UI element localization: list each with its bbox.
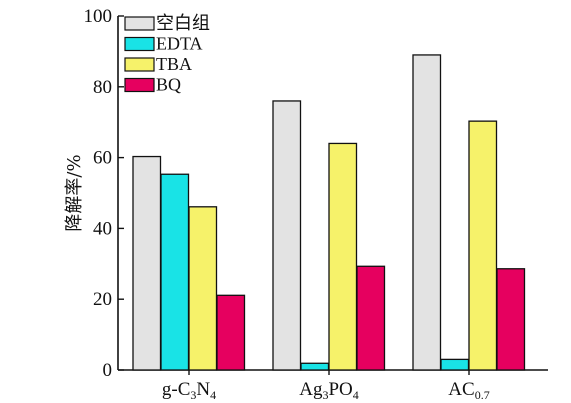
bar-TBA-1: [328, 142, 358, 371]
axes: 0 20 40 60 80 100: [84, 6, 548, 381]
bar-TBA-2: [468, 120, 498, 371]
x-category-label: Ag3PO4: [299, 379, 359, 402]
legend-swatch-BQ: [124, 77, 155, 93]
bar-EDTA-2: [440, 358, 470, 371]
x-category-label: AC0.7: [448, 379, 489, 402]
legend-swatch-空白组: [124, 16, 155, 31]
y-tick-label: 100: [84, 6, 113, 27]
bar-空白组-1: [272, 100, 302, 371]
y-tick-label: 0: [103, 360, 113, 381]
bar-空白组-0: [132, 155, 162, 371]
bar-空白组-2: [412, 54, 442, 371]
x-category-labels: g-C3N4 Ag3PO4 AC0.7: [162, 379, 490, 402]
legend-label-BQ: BQ: [156, 75, 181, 95]
bar-BQ-1: [356, 265, 386, 371]
bar-BQ-0: [216, 294, 246, 371]
bar-EDTA-0: [160, 173, 190, 371]
y-tick-label: 40: [93, 218, 112, 239]
legend-swatch-TBA: [124, 57, 155, 72]
legend-label-TBA: TBA: [156, 54, 192, 74]
legend-label-空白组: 空白组: [156, 13, 210, 33]
y-axis-label: 降解率/%: [64, 154, 85, 231]
y-tick-label: 80: [93, 77, 112, 98]
y-tick-label: 20: [93, 289, 112, 310]
bars: [132, 54, 526, 371]
bar-TBA-0: [188, 206, 218, 371]
bar-BQ-2: [496, 268, 526, 371]
legend-swatch-EDTA: [124, 36, 155, 52]
x-category-label: g-C3N4: [162, 379, 216, 402]
legend-label-EDTA: EDTA: [156, 34, 203, 54]
y-tick-label: 60: [93, 148, 112, 169]
bar-EDTA-1: [300, 362, 330, 371]
